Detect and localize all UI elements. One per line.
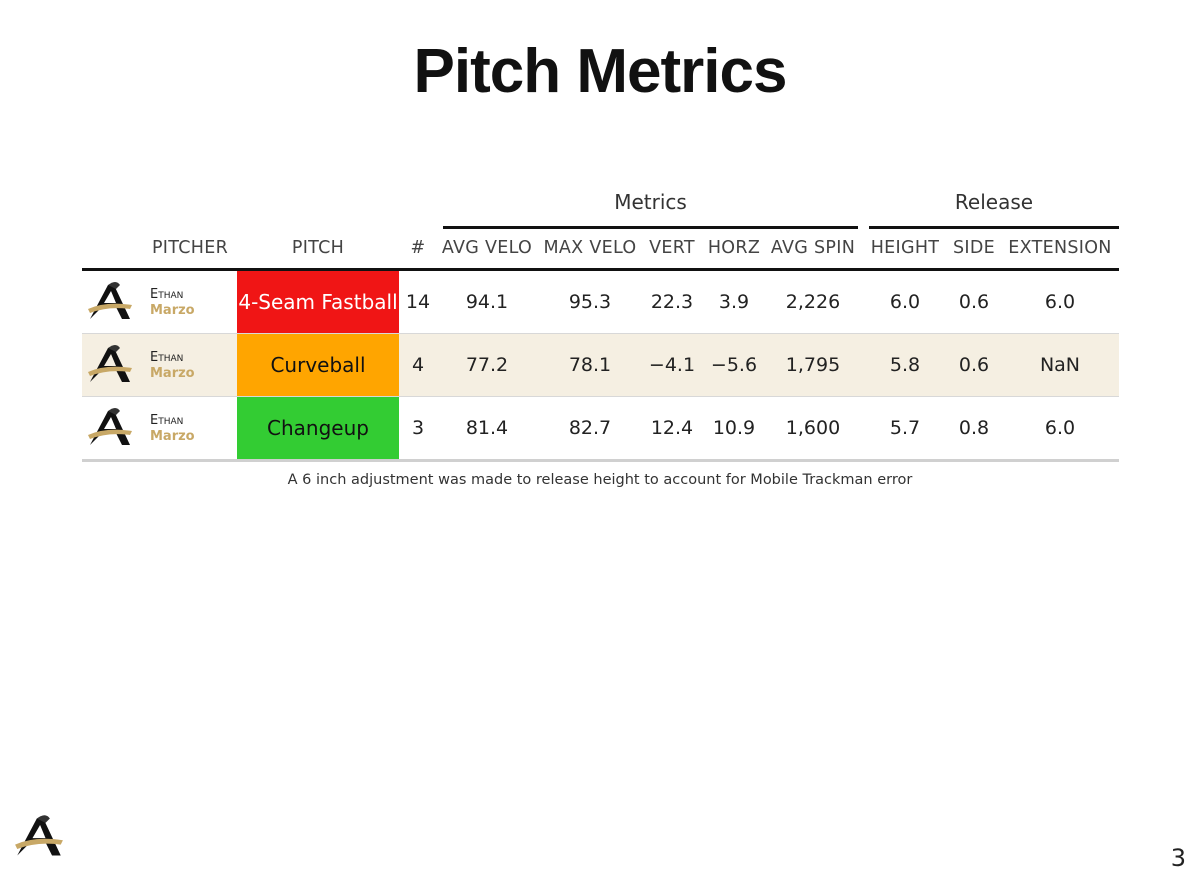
- pitcher-first-name: Ethan: [150, 350, 184, 365]
- height-cell: 5.8: [889, 354, 921, 376]
- pitcher-last-name: Marzo: [150, 429, 195, 444]
- vert-cell: 12.4: [650, 417, 694, 439]
- pitch-type-cell: Curveball: [237, 334, 399, 396]
- pitch-type-cell: Changeup: [237, 397, 399, 459]
- knight-logo-icon: [15, 815, 63, 856]
- pitcher-name: Ethan Marzo: [150, 350, 195, 382]
- vert-cell: −4.1: [648, 354, 696, 376]
- avg-spin-cell: 1,600: [785, 417, 841, 439]
- page-title: Pitch Metrics: [413, 37, 788, 106]
- table-row: Ethan Marzo Changeup 3 81.4 82.7 12.4 10…: [82, 397, 1119, 462]
- group-header-metrics: Metrics: [443, 190, 858, 229]
- table-row: Ethan Marzo Curveball 4 77.2 78.1 −4.1 −…: [82, 334, 1119, 397]
- side-cell: 0.6: [958, 291, 990, 313]
- col-max-velo: MAX VELO: [543, 238, 637, 258]
- col-count: #: [410, 238, 426, 258]
- pitcher-name: Ethan Marzo: [150, 287, 195, 319]
- pitcher-first-name: Ethan: [150, 287, 184, 302]
- col-avg-spin: AVG SPIN: [770, 238, 856, 258]
- table-row: Ethan Marzo 4-Seam Fastball 14 94.1 95.3…: [82, 271, 1119, 334]
- avg-velo-cell: 81.4: [465, 417, 509, 439]
- col-pitch: PITCH: [291, 238, 345, 258]
- avg-velo-cell: 94.1: [465, 291, 509, 313]
- count-cell: 3: [411, 417, 425, 439]
- height-cell: 6.0: [889, 291, 921, 313]
- pitch-type-cell: 4-Seam Fastball: [237, 271, 399, 333]
- vert-cell: 22.3: [650, 291, 694, 313]
- extension-cell: 6.0: [1044, 291, 1076, 313]
- col-pitcher: PITCHER: [151, 238, 229, 258]
- knight-logo-icon: [88, 282, 132, 319]
- pitcher-last-name: Marzo: [150, 303, 195, 318]
- pitcher-first-name: Ethan: [150, 413, 184, 428]
- max-velo-cell: 78.1: [568, 354, 612, 376]
- extension-cell: 6.0: [1044, 417, 1076, 439]
- group-header-release: Release: [869, 190, 1119, 229]
- col-horz: HORZ: [707, 238, 761, 258]
- horz-cell: 3.9: [718, 291, 750, 313]
- col-extension: EXTENSION: [1008, 238, 1112, 258]
- horz-cell: −5.6: [710, 354, 758, 376]
- col-avg-velo: AVG VELO: [441, 238, 533, 258]
- avg-spin-cell: 1,795: [785, 354, 841, 376]
- extension-cell: NaN: [1039, 354, 1081, 376]
- avg-spin-cell: 2,226: [785, 291, 841, 313]
- height-cell: 5.7: [889, 417, 921, 439]
- metrics-table-body: Ethan Marzo 4-Seam Fastball 14 94.1 95.3…: [82, 271, 1119, 462]
- pitcher-last-name: Marzo: [150, 366, 195, 381]
- knight-logo-icon: [88, 408, 132, 445]
- col-side: SIDE: [952, 238, 995, 258]
- column-header-row: PITCHER PITCH # AVG VELO MAX VELO VERT H…: [82, 238, 1119, 271]
- pitcher-name: Ethan Marzo: [150, 413, 195, 445]
- page-number: 3: [1170, 844, 1186, 872]
- count-cell: 4: [411, 354, 425, 376]
- max-velo-cell: 95.3: [568, 291, 612, 313]
- avg-velo-cell: 77.2: [465, 354, 509, 376]
- side-cell: 0.8: [958, 417, 990, 439]
- side-cell: 0.6: [958, 354, 990, 376]
- knight-logo-icon: [88, 345, 132, 382]
- col-height: HEIGHT: [870, 238, 940, 258]
- footnote: A 6 inch adjustment was made to release …: [287, 472, 913, 488]
- count-cell: 14: [405, 291, 431, 313]
- horz-cell: 10.9: [712, 417, 756, 439]
- col-vert: VERT: [649, 238, 695, 258]
- max-velo-cell: 82.7: [568, 417, 612, 439]
